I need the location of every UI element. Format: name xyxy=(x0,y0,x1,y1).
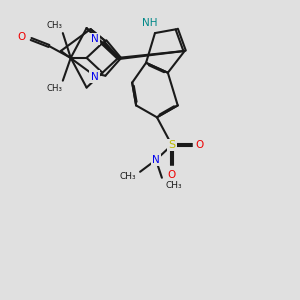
Text: O: O xyxy=(168,170,176,180)
Text: N: N xyxy=(152,155,160,165)
Text: S: S xyxy=(168,140,175,150)
Text: CH₃: CH₃ xyxy=(120,172,136,181)
Text: O: O xyxy=(17,32,25,42)
Text: CH₃: CH₃ xyxy=(166,181,182,190)
Text: N: N xyxy=(91,34,98,44)
Text: N: N xyxy=(91,72,98,82)
Text: CH₃: CH₃ xyxy=(47,84,63,93)
Text: O: O xyxy=(195,140,204,150)
Text: NH: NH xyxy=(142,18,158,28)
Text: CH₃: CH₃ xyxy=(47,21,63,30)
